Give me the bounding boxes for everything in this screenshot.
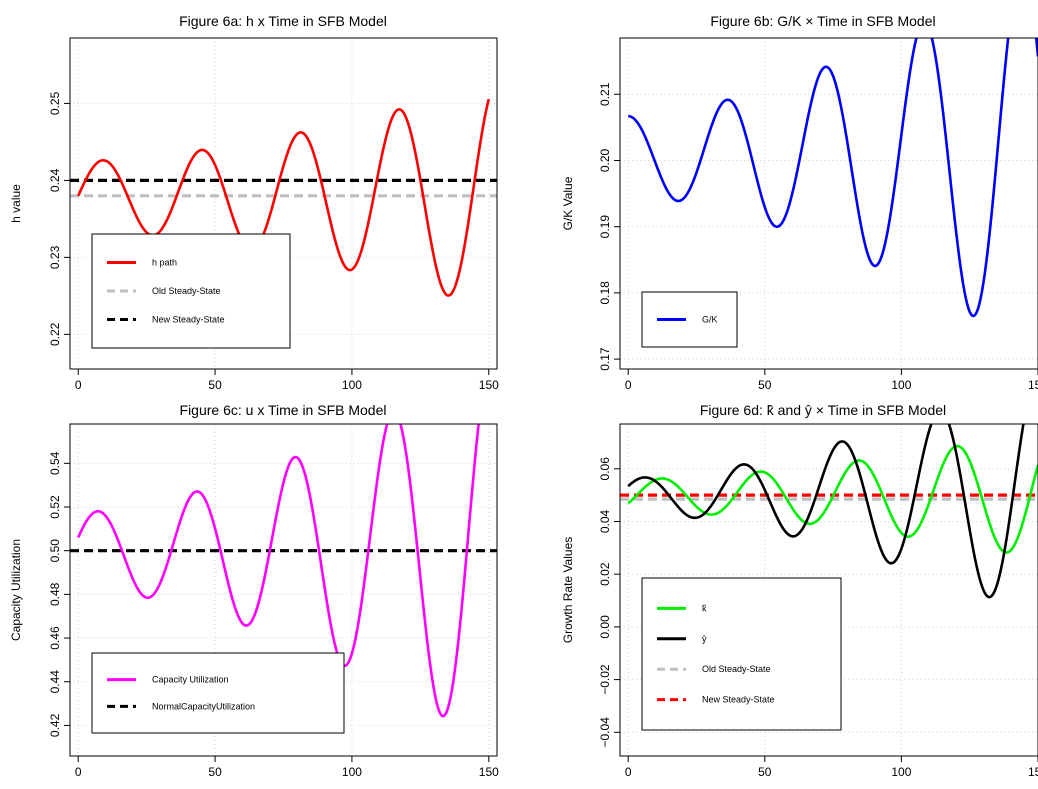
y-tick-label: 0.48 (48, 582, 62, 606)
y-axis-label: Capacity Utilization (9, 539, 23, 641)
x-tick-label: 100 (891, 765, 911, 779)
x-tick-label: 150 (479, 765, 499, 779)
y-axis-label: h value (9, 184, 23, 223)
panel-6a: 0 50 100 150 0.22 0.23 0.24 0.25 h value Figure 6… (9, 13, 499, 392)
x-tick-label: 100 (342, 378, 362, 392)
y-tick-label: 0.21 (598, 82, 612, 106)
legend-box (91, 652, 345, 734)
y-tick-label: 0.18 (598, 281, 612, 305)
y-tick-label: 0.54 (48, 451, 62, 475)
y-tick-label: 0.20 (598, 148, 612, 172)
series-group (70, 424, 497, 718)
x-tick-label: 0 (75, 378, 82, 392)
legend-label: G/K (702, 315, 718, 325)
legend-label: NormalCapacityUtilization (152, 701, 255, 711)
y-tick-label: 0.17 (598, 347, 612, 371)
plot-frame (69, 423, 498, 757)
legend: h path Old Steady-State New Steady-State (91, 233, 291, 349)
x-tick-label: 150 (479, 378, 499, 392)
legend-label: New Steady-State (152, 315, 225, 325)
y-tick-label: 0.24 (48, 168, 62, 192)
legend-label: k̂ (702, 603, 707, 613)
x-tick-label: 50 (758, 765, 772, 779)
y-tick-label: 0.25 (48, 91, 62, 115)
x-tick-label: 0 (75, 765, 82, 779)
y-tick-label: −0.02 (598, 664, 612, 695)
chart-title: Figure 6d: k̂ and ŷ × Time in SFB Model (700, 402, 946, 418)
series-group (70, 98, 497, 297)
x-tick-label: 100 (342, 765, 362, 779)
y-tick-label: 0.02 (598, 562, 612, 586)
legend-label: Old Steady-State (702, 664, 771, 674)
panel-6b: 0 50 100 150 0.17 0.18 0.19 0.20 0.21 G/K Value Fi… (561, 13, 1038, 392)
legend-label: ŷ (702, 634, 707, 644)
legend: Capacity Utilization NormalCapacityUtiliz… (91, 652, 345, 734)
y-tick-label: 0.23 (48, 245, 62, 269)
plot-frame (619, 37, 1038, 370)
x-tick-label: 50 (208, 378, 222, 392)
y-tick-label: 0.00 (598, 615, 612, 639)
chart-title: Figure 6b: G/K × Time in SFB Model (710, 13, 935, 29)
y-tick-label: 0.06 (598, 457, 612, 481)
legend-box (641, 291, 738, 348)
x-tick-label: 150 (1028, 765, 1038, 779)
series-group (628, 38, 1038, 318)
legend: G/K (641, 291, 738, 348)
x-tick-label: 150 (1028, 378, 1038, 392)
hat-symbol: ŷ (805, 402, 812, 418)
y-tick-label: 0.46 (48, 626, 62, 650)
y-axis-label: G/K Value (561, 176, 575, 230)
x-tick-label: 100 (891, 378, 911, 392)
x-tick-label: 50 (758, 378, 772, 392)
legend-label: h path (152, 258, 177, 268)
hat-symbol: k̂ (767, 402, 775, 418)
y-tick-label: 0.44 (48, 670, 62, 694)
chart-title: Figure 6c: u x Time in SFB Model (180, 402, 387, 418)
y-tick-label: 0.04 (598, 509, 612, 533)
y-tick-label: −0.04 (598, 717, 612, 748)
x-tick-label: 0 (625, 378, 632, 392)
series-line-g-k (628, 38, 1038, 318)
series-line-y (627, 424, 1025, 599)
chart-title: Figure 6a: h x Time in SFB Model (179, 13, 387, 29)
series-line-capacity-utilization (77, 424, 480, 718)
y-tick-label: 0.50 (48, 539, 62, 563)
legend-label: Capacity Utilization (152, 675, 229, 685)
x-tick-label: 0 (625, 765, 632, 779)
panel-6c: 0 50 100 150 0.42 0.44 0.46 0.48 0.50 0.52 0.54 Cap… (9, 402, 499, 779)
plot-frame (619, 423, 1038, 757)
plot-frame (69, 37, 498, 370)
legend-label: New Steady-State (702, 695, 775, 705)
panel-6d: 0 50 100 150 −0.04 −0.02 0.00 0.02 0.04 0.06 Growt… (561, 402, 1038, 779)
y-tick-label: 0.19 (598, 215, 612, 239)
legend: k̂ ŷ Old Steady-State New Steady-State (641, 577, 842, 731)
series-line-h-path (77, 98, 491, 297)
series-group (620, 424, 1038, 599)
y-tick-label: 0.22 (48, 322, 62, 346)
legend-box (641, 577, 842, 731)
grid (620, 38, 1038, 369)
y-axis-label: Growth Rate Values (561, 537, 575, 644)
x-tick-label: 50 (208, 765, 222, 779)
y-tick-label: 0.52 (48, 495, 62, 519)
legend-label: Old Steady-State (152, 286, 221, 296)
series-line-k (627, 444, 1038, 554)
y-tick-label: 0.42 (48, 713, 62, 737)
